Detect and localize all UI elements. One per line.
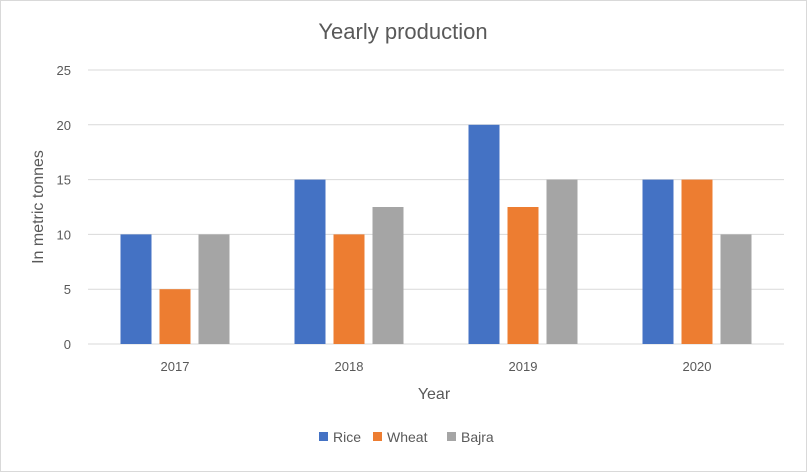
bar-rice-2020 <box>642 179 674 344</box>
legend-label-rice: Rice <box>333 429 361 445</box>
bar-bajra-2018 <box>372 207 404 344</box>
gridlines <box>88 69 784 345</box>
bar-rice-2017 <box>120 234 152 344</box>
legend: Rice Wheat Bajra <box>319 429 494 445</box>
chart-title: Yearly production <box>318 19 487 44</box>
legend-swatch-wheat <box>373 432 382 441</box>
y-tick-label: 5 <box>64 282 71 297</box>
legend-swatch-rice <box>319 432 328 441</box>
x-axis-ticks: 2017 2018 2019 2020 <box>161 359 712 374</box>
bar-wheat-2019 <box>507 207 539 344</box>
bar-rice-2019 <box>468 124 500 344</box>
bar-wheat-2017 <box>159 289 191 344</box>
bar-bajra-2019 <box>546 179 578 344</box>
bar-bajra-2020 <box>720 234 752 344</box>
bar-rice-2018 <box>294 179 326 344</box>
bar-bajra-2017 <box>198 234 230 344</box>
y-tick-label: 10 <box>57 227 71 242</box>
y-tick-label: 20 <box>57 118 71 133</box>
x-tick-label: 2017 <box>161 359 190 374</box>
x-axis-label: Year <box>418 386 451 403</box>
y-tick-label: 25 <box>57 63 71 78</box>
y-tick-label: 15 <box>57 173 71 188</box>
y-tick-label: 0 <box>64 337 71 352</box>
bar-wheat-2020 <box>681 179 713 344</box>
legend-label-wheat: Wheat <box>387 429 428 445</box>
y-axis-label: In metric tonnes <box>30 150 47 264</box>
x-tick-label: 2018 <box>335 359 364 374</box>
bars <box>120 124 752 344</box>
legend-label-bajra: Bajra <box>461 429 494 445</box>
bar-wheat-2018 <box>333 234 365 344</box>
x-tick-label: 2020 <box>683 359 712 374</box>
legend-swatch-bajra <box>447 432 456 441</box>
y-axis-ticks: 0 5 10 15 20 25 <box>57 63 71 352</box>
x-tick-label: 2019 <box>509 359 538 374</box>
